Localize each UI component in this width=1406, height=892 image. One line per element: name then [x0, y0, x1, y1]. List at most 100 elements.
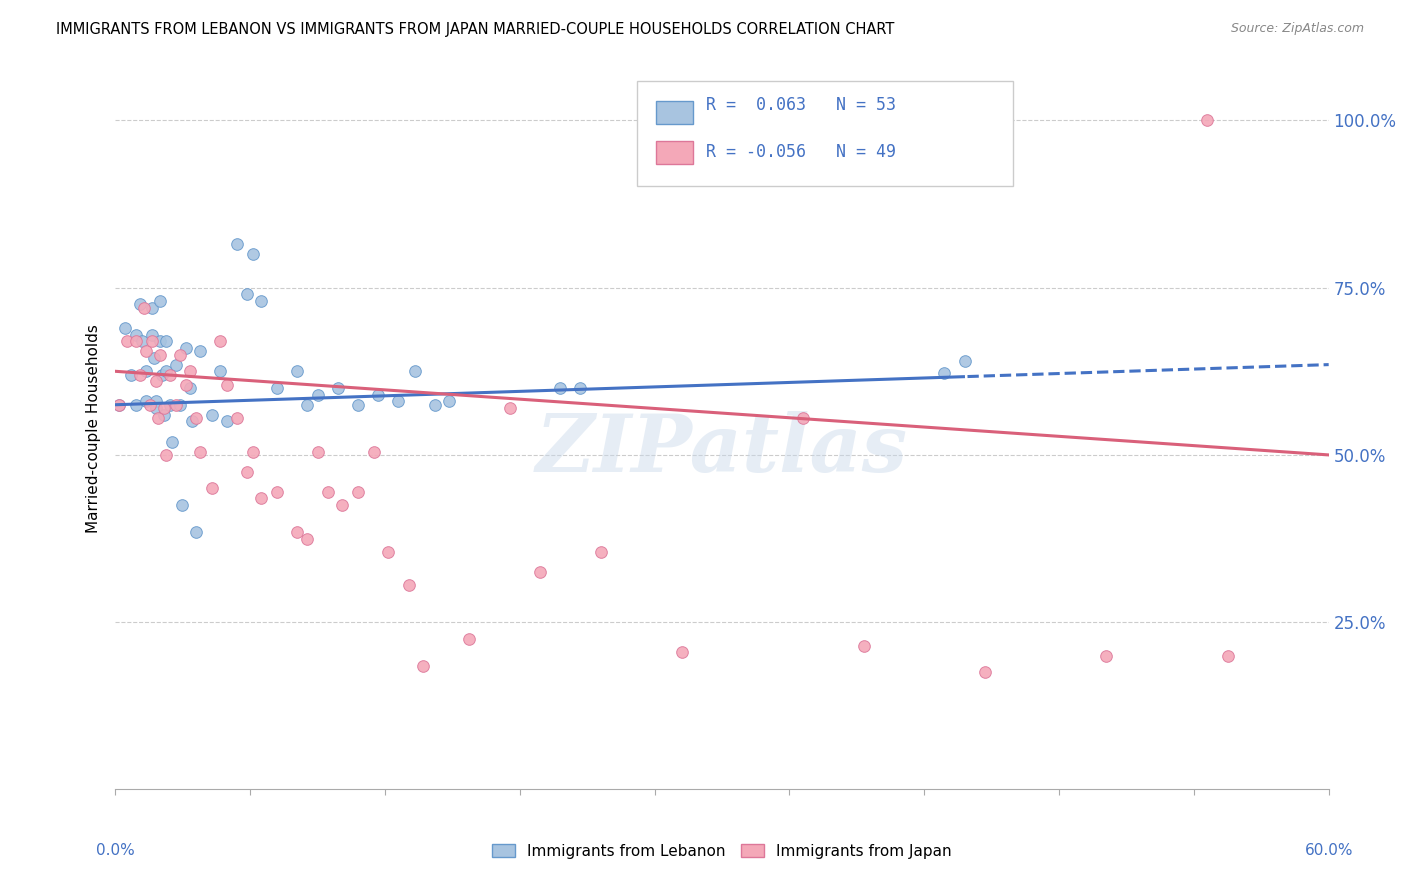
- Point: [121, 368, 143, 382]
- Point: [1197, 113, 1219, 128]
- Point: [330, 498, 353, 512]
- FancyBboxPatch shape: [637, 81, 1014, 186]
- Point: [209, 364, 232, 378]
- Point: [181, 414, 204, 429]
- Point: [149, 294, 172, 309]
- Point: [235, 465, 257, 479]
- Point: [179, 381, 201, 395]
- Point: [215, 377, 238, 392]
- Point: [297, 398, 319, 412]
- Point: [108, 398, 131, 412]
- Point: [215, 414, 238, 429]
- Point: [174, 377, 197, 392]
- Point: [569, 381, 592, 395]
- Point: [124, 398, 146, 412]
- Point: [307, 388, 329, 402]
- Point: [225, 411, 247, 425]
- Point: [131, 334, 153, 349]
- Point: [412, 658, 434, 673]
- Point: [141, 301, 163, 315]
- Point: [179, 364, 201, 378]
- Point: [404, 364, 426, 378]
- Point: [242, 247, 264, 261]
- Point: [169, 398, 191, 412]
- Point: [160, 434, 183, 449]
- Point: [145, 375, 167, 389]
- Point: [141, 334, 163, 349]
- Point: [153, 401, 176, 416]
- Point: [201, 408, 224, 422]
- Point: [209, 334, 232, 349]
- Point: [128, 368, 150, 382]
- Point: [250, 491, 273, 506]
- Text: 0.0%: 0.0%: [96, 843, 135, 858]
- Point: [188, 444, 211, 458]
- FancyBboxPatch shape: [657, 141, 693, 164]
- Point: [363, 444, 385, 458]
- Point: [458, 632, 481, 646]
- Point: [235, 287, 257, 301]
- Point: [149, 334, 172, 349]
- Point: [953, 354, 976, 368]
- Point: [135, 364, 157, 378]
- Point: [138, 398, 160, 412]
- Point: [326, 381, 349, 395]
- Point: [437, 394, 460, 409]
- Point: [548, 381, 571, 395]
- Point: [132, 301, 155, 315]
- Point: [114, 321, 136, 335]
- Legend: Immigrants from Lebanon, Immigrants from Japan: Immigrants from Lebanon, Immigrants from…: [486, 838, 957, 865]
- Point: [498, 401, 520, 416]
- Point: [973, 665, 995, 680]
- Point: [671, 645, 693, 659]
- Point: [142, 351, 165, 365]
- Point: [589, 545, 612, 559]
- Text: Source: ZipAtlas.com: Source: ZipAtlas.com: [1230, 22, 1364, 36]
- Point: [529, 565, 551, 579]
- Point: [423, 398, 446, 412]
- Point: [135, 394, 157, 409]
- Point: [169, 348, 191, 362]
- Point: [155, 364, 177, 378]
- Point: [135, 344, 157, 359]
- Point: [266, 484, 288, 499]
- Point: [124, 334, 146, 349]
- Point: [108, 398, 131, 412]
- Point: [186, 524, 208, 539]
- Point: [155, 448, 177, 462]
- Text: R =  0.063   N = 53: R = 0.063 N = 53: [706, 96, 896, 114]
- Point: [1216, 648, 1239, 663]
- Point: [398, 578, 420, 592]
- Point: [141, 327, 163, 342]
- Point: [347, 398, 370, 412]
- Point: [297, 532, 319, 546]
- Point: [285, 524, 308, 539]
- Y-axis label: Married-couple Households: Married-couple Households: [86, 324, 101, 533]
- Point: [250, 294, 273, 309]
- Point: [934, 366, 956, 380]
- Point: [242, 444, 264, 458]
- Point: [146, 411, 169, 425]
- Point: [387, 394, 409, 409]
- Point: [201, 482, 224, 496]
- Text: ZIPatlas: ZIPatlas: [536, 411, 908, 489]
- Point: [852, 639, 875, 653]
- Point: [188, 344, 211, 359]
- Point: [285, 364, 308, 378]
- Point: [225, 237, 247, 252]
- Point: [149, 348, 172, 362]
- Text: R = -0.056   N = 49: R = -0.056 N = 49: [706, 143, 896, 161]
- Point: [150, 368, 173, 382]
- Point: [165, 358, 187, 372]
- FancyBboxPatch shape: [657, 101, 693, 124]
- Point: [377, 545, 399, 559]
- Point: [174, 341, 197, 355]
- Point: [266, 381, 288, 395]
- Point: [186, 411, 208, 425]
- Point: [124, 327, 146, 342]
- Point: [145, 401, 167, 416]
- Point: [145, 394, 167, 409]
- Point: [117, 334, 139, 349]
- Point: [128, 297, 150, 311]
- Point: [153, 408, 176, 422]
